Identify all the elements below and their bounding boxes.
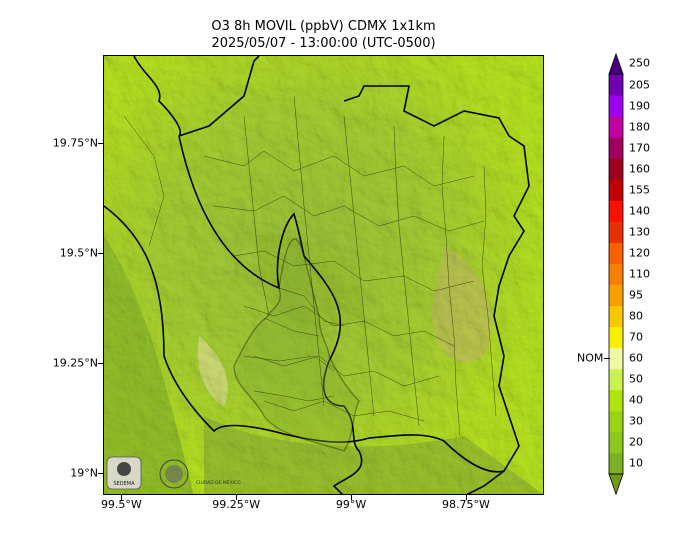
municipal-boundaries (123, 95, 497, 437)
boundary-hidalgo (343, 85, 530, 494)
colorbar-tick-label: 160 (629, 162, 650, 176)
colorbar-bin (609, 242, 623, 264)
cdmx-seal-logo: CIUDAD DE MÉXICO (159, 459, 241, 489)
colorbar-tick-label: 130 (629, 225, 650, 239)
colorbar-tick-label: 80 (629, 309, 643, 323)
y-tick-mark (98, 143, 103, 144)
colorbar-bin (609, 284, 623, 307)
colorbar-extend-high (608, 52, 624, 75)
map-svg: SEDEMA CIUDAD DE MÉXICO (104, 56, 543, 494)
colorbar-tick-label: 30 (629, 414, 643, 428)
chart-title: O3 8h MOVIL (ppbV) CDMX 1x1km 2025/05/07… (103, 18, 544, 52)
x-tick-mark (351, 495, 353, 500)
title-line-2: 2025/05/07 - 13:00:00 (UTC-0500) (211, 36, 436, 51)
x-tick-mark (465, 495, 467, 500)
y-tick-label: 19.25°N (52, 356, 98, 370)
colorbar-tick-label: 60 (629, 351, 643, 365)
colorbar-bin (609, 179, 623, 201)
colorbar-bin (609, 368, 623, 391)
colorbar-tick-label: 20 (629, 435, 643, 449)
terrain-relief (104, 56, 543, 494)
y-tick-mark (98, 253, 103, 254)
colorbar-tick-label: 95 (629, 288, 643, 302)
boundary-morelos (104, 205, 370, 443)
nom-label: NOM (577, 351, 604, 365)
colorbar-bin (609, 326, 623, 349)
colorbar-bin (609, 263, 623, 286)
colorbar-extend-low (608, 473, 624, 496)
colorbar-tick-label: 205 (629, 78, 650, 92)
colorbar-tick-label: 170 (629, 141, 650, 155)
colorbar-bin (609, 158, 623, 180)
colorbar-bin (609, 431, 623, 454)
colorbar-bin (609, 116, 623, 138)
colorbar-bin (609, 137, 623, 159)
colorbar-bin (609, 221, 623, 243)
colorbar-bin (609, 389, 623, 412)
y-tick-label: 19.5°N (59, 246, 98, 260)
colorbar-bin (609, 200, 623, 222)
sedema-logo-text: SEDEMA (113, 481, 135, 487)
x-tick-mark (236, 495, 238, 500)
colorbar-bin (609, 347, 623, 370)
map-plot-area: SEDEMA CIUDAD DE MÉXICO (103, 55, 544, 495)
colorbar-tick-label: 10 (629, 456, 643, 470)
y-tick-label: 19°N (70, 466, 98, 480)
title-line-1: O3 8h MOVIL (ppbV) CDMX 1x1km (211, 19, 436, 34)
colorbar (608, 52, 624, 496)
cdmx-outline (233, 238, 360, 452)
colorbar-bin (609, 410, 623, 433)
colorbar-bin (609, 452, 623, 475)
state-boundaries (104, 56, 530, 494)
x-tick-mark (121, 495, 123, 500)
colorbar-tick-label: 40 (629, 393, 643, 407)
colorbar-bin (609, 95, 623, 117)
colorbar-tick-label: 155 (629, 183, 650, 197)
colorbar-tick-label: 250 (629, 56, 650, 70)
sedema-logo: SEDEMA (106, 456, 142, 490)
colorbar-bin (609, 74, 623, 96)
nom-tick (604, 358, 610, 359)
colorbar-tick-label: 70 (629, 330, 643, 344)
x-tick-label: 98.75°W (441, 498, 490, 511)
cdmx-seal-text: CIUDAD DE MÉXICO (196, 478, 241, 486)
colorbar-tick-label: 50 (629, 372, 643, 386)
x-tick-label: 99.25°W (212, 498, 261, 511)
y-tick-label: 19.75°N (52, 136, 98, 150)
y-tick-mark (98, 363, 103, 364)
colorbar-tick-label: 180 (629, 120, 650, 134)
colorbar-tick-label: 110 (629, 267, 650, 281)
x-tick-label: 99.5°W (100, 498, 142, 511)
boundary-cdmx-east (178, 135, 363, 494)
colorbar-tick-label: 140 (629, 204, 650, 218)
y-tick-mark (98, 473, 103, 474)
x-tick-label: 99°W (335, 498, 367, 511)
colorbar-outline (608, 73, 624, 475)
colorbar-tick-label: 120 (629, 246, 650, 260)
colorbar-bin (609, 305, 623, 328)
colorbar-tick-label: 190 (629, 99, 650, 113)
boundary-south (368, 434, 505, 473)
